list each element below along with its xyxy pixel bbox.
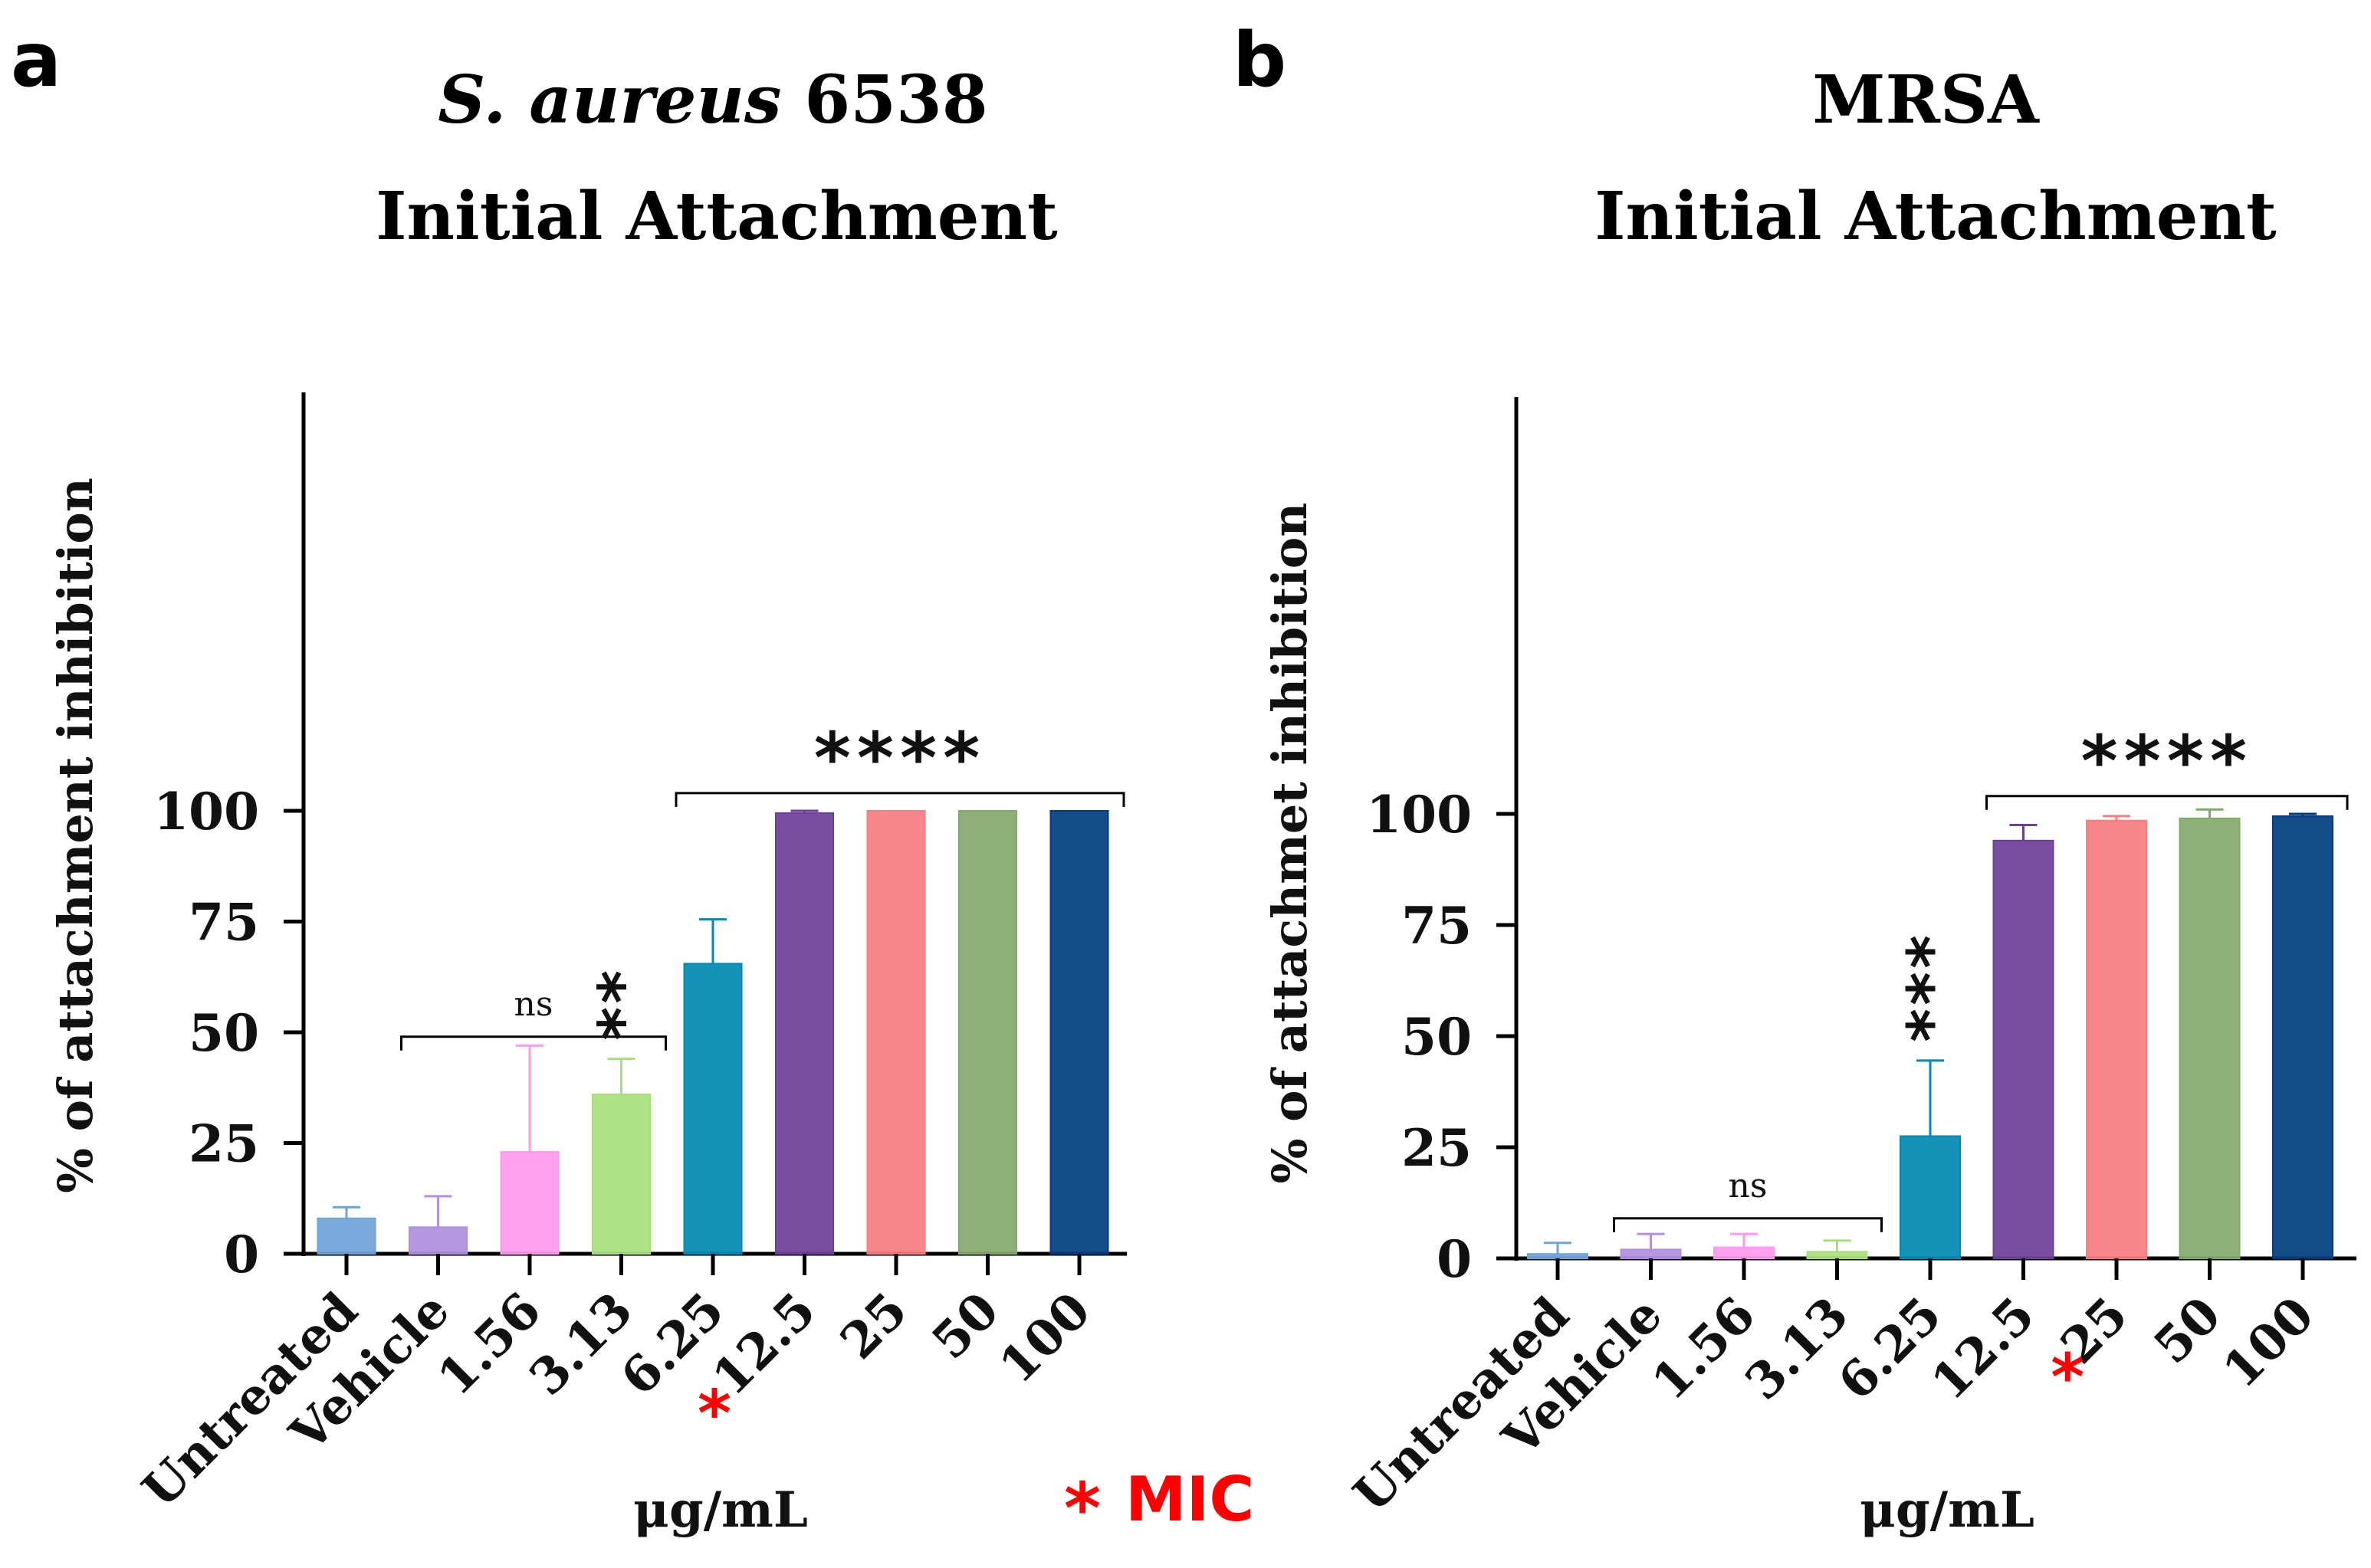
x-tick-label-a: 25	[829, 1281, 918, 1370]
mic-legend-label: MIC	[1125, 1464, 1254, 1535]
y-tick-label-a: 50	[189, 1003, 259, 1063]
x-tick-label-b: 12.5	[1921, 1286, 2046, 1411]
sig-stars-a: **	[585, 967, 660, 1041]
panel-a-title: S. aureus 6538	[438, 61, 987, 139]
bar-a-3	[592, 1093, 651, 1255]
bar-a-2	[500, 1151, 560, 1255]
x-tick-label-b: 100	[2212, 1286, 2325, 1399]
x-axis-label-a: μg/mL	[633, 1481, 808, 1539]
sig-bracket-b	[1985, 795, 2349, 810]
y-tick-label-a: 100	[153, 782, 259, 841]
panel-b-title: MRSA	[1812, 61, 2040, 139]
panel-a-title-line2: Initial Attachment	[376, 178, 1058, 255]
bar-b-6	[2086, 819, 2147, 1259]
x-tick-label-a: 3.13	[519, 1281, 644, 1406]
bar-b-8	[2272, 815, 2333, 1259]
y-tick-label-b: 50	[1401, 1007, 1472, 1067]
y-axis-label-b: % of attachmet inhibition	[1262, 503, 1318, 1184]
y-tick-label-b: 25	[1401, 1118, 1472, 1178]
bar-a-5	[775, 812, 834, 1255]
bar-a-4	[683, 963, 743, 1255]
sig-bracket-b	[1613, 1217, 1883, 1232]
y-tick-label-b: 75	[1401, 896, 1472, 956]
sig-label-b: ****	[2081, 720, 2253, 802]
panel-a-letter: a	[11, 17, 61, 104]
bar-a-6	[866, 810, 926, 1255]
bar-b-1	[1620, 1248, 1682, 1260]
panel-b-letter: b	[1233, 17, 1286, 104]
y-axis-label-a: % of attachment inhibition	[48, 477, 103, 1193]
x-tick-label-b: 3.13	[1735, 1286, 1860, 1411]
bar-b-2	[1713, 1246, 1775, 1259]
bar-a-8	[1049, 810, 1109, 1255]
y-tick-label-a: 25	[189, 1114, 259, 1174]
panel-b-title-line2: Initial Attachment	[1594, 178, 2277, 255]
x-tick-label-b: 1.56	[1641, 1286, 1766, 1411]
bar-b-5	[1992, 839, 2054, 1260]
sig-label-a: ns	[514, 985, 553, 1024]
bar-a-7	[958, 810, 1017, 1255]
bar-b-4	[1900, 1135, 1961, 1259]
x-tick-label-a: 100	[989, 1281, 1102, 1394]
bar-a-1	[409, 1226, 468, 1255]
sig-label-b: ns	[1729, 1166, 1768, 1206]
mic-legend-star: *	[1064, 1468, 1101, 1550]
y-tick-label-b: 100	[1366, 785, 1472, 845]
mic-legend: * MIC	[1064, 1464, 1254, 1550]
mic-star-b: *	[2051, 1340, 2084, 1415]
bar-b-7	[2179, 817, 2241, 1260]
bar-b-3	[1806, 1251, 1868, 1260]
sig-bracket-a	[400, 1035, 667, 1051]
x-axis-label-b: μg/mL	[1860, 1481, 2034, 1539]
x-tick-label-b: 6.25	[1828, 1286, 1952, 1411]
bar-b-0	[1527, 1253, 1588, 1259]
sig-stars-b: ***	[1893, 932, 1969, 1042]
bar-a-0	[317, 1217, 376, 1255]
x-tick-label-a: 1.56	[427, 1281, 552, 1406]
sig-bracket-a	[675, 792, 1125, 807]
y-tick-label-a: 75	[189, 893, 259, 953]
sig-label-a: ****	[814, 717, 986, 799]
y-tick-label-b: 0	[1437, 1229, 1472, 1289]
y-tick-label-a: 0	[224, 1225, 259, 1284]
mic-star-a: *	[698, 1376, 731, 1452]
